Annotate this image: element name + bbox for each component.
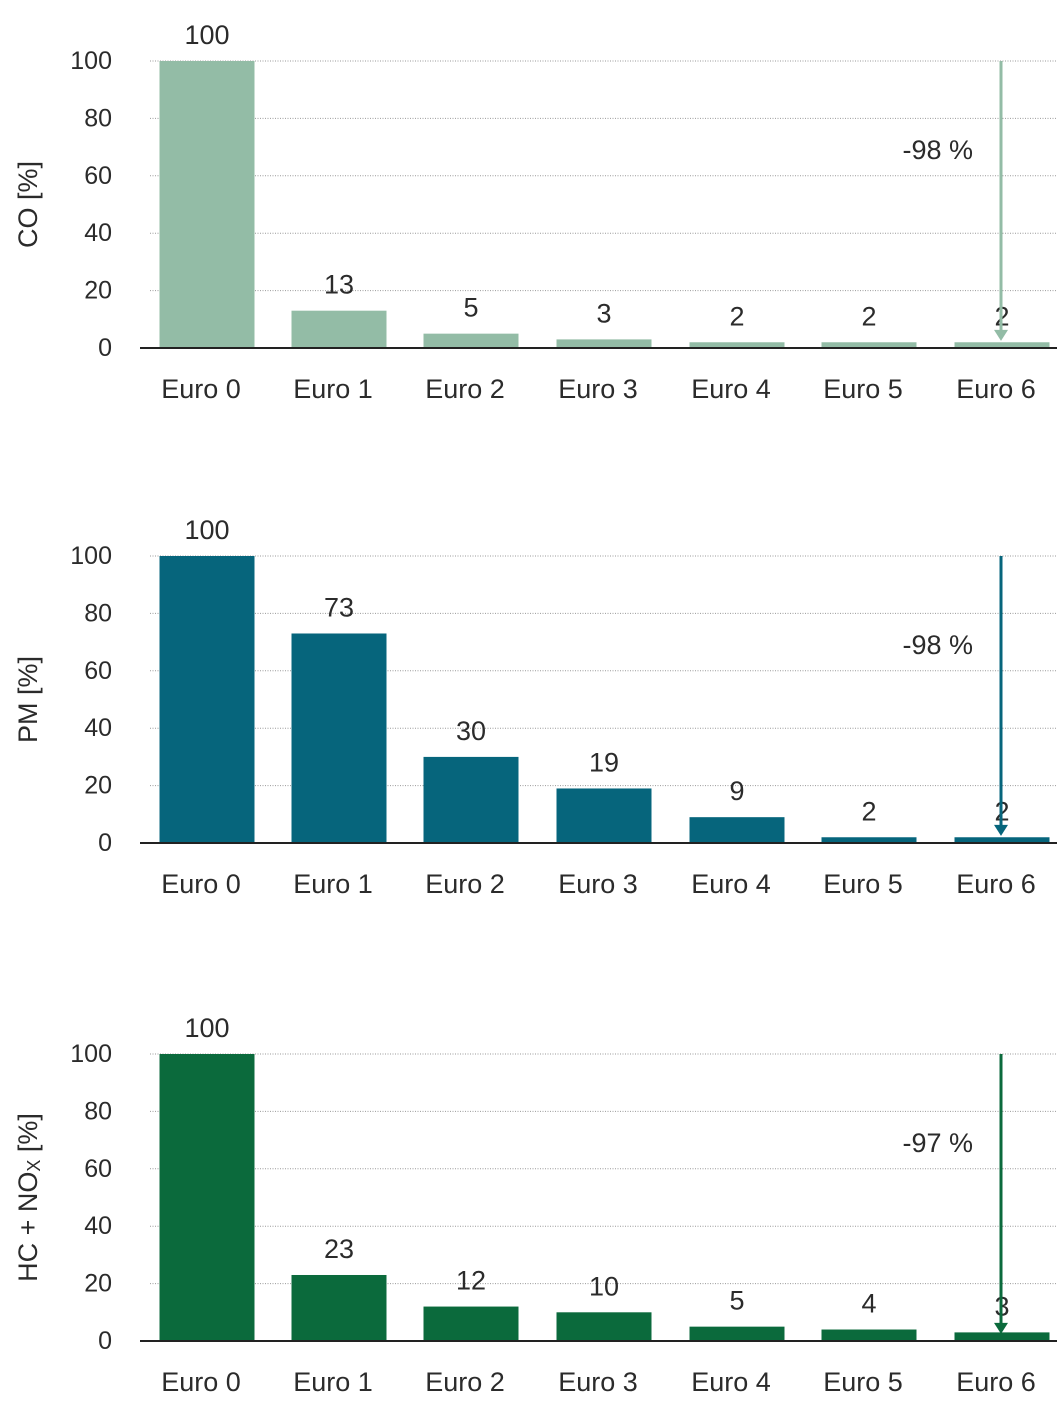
data-label: 100 bbox=[184, 1013, 229, 1043]
data-label: 100 bbox=[184, 515, 229, 545]
bar bbox=[821, 837, 917, 843]
y-axis-title: CO [%] bbox=[13, 161, 43, 248]
reduction-annotation: -98 % bbox=[902, 630, 973, 660]
data-label: 5 bbox=[729, 1286, 744, 1316]
x-tick-label: Euro 5 bbox=[823, 869, 903, 899]
y-axis-title-subscript: X bbox=[24, 1160, 44, 1172]
y-tick-label: 40 bbox=[84, 1212, 112, 1240]
x-tick-label: Euro 0 bbox=[161, 1367, 241, 1397]
bar bbox=[556, 339, 652, 348]
y-axis-title: HC + NOX [%] bbox=[13, 1113, 44, 1282]
bar bbox=[954, 342, 1050, 348]
data-label: 5 bbox=[463, 293, 478, 323]
y-tick-label: 20 bbox=[84, 1270, 112, 1298]
bar bbox=[821, 342, 917, 348]
chart-panel-1: 0 20 40 60 80 100 100 Euro 0 13 Euro 1 5 Euro 2 3 Eur… bbox=[13, 20, 1057, 404]
x-tick-label: Euro 5 bbox=[823, 1367, 903, 1397]
y-axis-title: PM [%] bbox=[13, 656, 43, 743]
y-tick-label: 0 bbox=[98, 334, 112, 362]
y-tick-label: 20 bbox=[84, 772, 112, 800]
x-tick-label: Euro 2 bbox=[425, 1367, 505, 1397]
y-tick-label: 100 bbox=[70, 47, 112, 75]
data-label: 3 bbox=[596, 298, 611, 328]
x-tick-label: Euro 0 bbox=[161, 869, 241, 899]
x-tick-label: Euro 2 bbox=[425, 869, 505, 899]
y-axis-title-main: CO [%] bbox=[13, 161, 43, 248]
data-label: 10 bbox=[589, 1271, 619, 1301]
x-tick-label: Euro 0 bbox=[161, 374, 241, 404]
data-label: 2 bbox=[729, 301, 744, 331]
reduction-arrowhead bbox=[994, 824, 1008, 836]
x-tick-label: Euro 2 bbox=[425, 374, 505, 404]
x-tick-label: Euro 5 bbox=[823, 374, 903, 404]
x-tick-label: Euro 6 bbox=[956, 1367, 1036, 1397]
y-tick-label: 0 bbox=[98, 1327, 112, 1355]
bar bbox=[159, 1054, 255, 1341]
bar bbox=[954, 837, 1050, 843]
y-tick-label: 60 bbox=[84, 162, 112, 190]
x-tick-label: Euro 3 bbox=[558, 1367, 638, 1397]
bar bbox=[689, 817, 785, 843]
bar bbox=[954, 1332, 1050, 1341]
bar bbox=[159, 61, 255, 348]
bar bbox=[423, 756, 519, 843]
bar bbox=[291, 1274, 387, 1341]
x-tick-label: Euro 1 bbox=[293, 374, 373, 404]
data-label: 2 bbox=[861, 796, 876, 826]
y-tick-label: 100 bbox=[70, 1040, 112, 1068]
bar bbox=[291, 633, 387, 843]
x-tick-label: Euro 1 bbox=[293, 869, 373, 899]
bar bbox=[821, 1329, 917, 1341]
y-axis-title-main: HC + NO bbox=[13, 1172, 43, 1282]
x-tick-label: Euro 4 bbox=[691, 869, 771, 899]
data-label: 9 bbox=[729, 776, 744, 806]
y-axis-title-main: PM [%] bbox=[13, 656, 43, 743]
bar bbox=[291, 310, 387, 348]
bar bbox=[689, 342, 785, 348]
chart-panel-3: 0 20 40 60 80 100 100 Euro 0 23 Euro 1 12 Euro 2 10 E… bbox=[13, 1013, 1057, 1397]
x-tick-label: Euro 6 bbox=[956, 374, 1036, 404]
bar bbox=[423, 333, 519, 348]
reduction-arrowhead bbox=[994, 1322, 1008, 1334]
bar bbox=[689, 1326, 785, 1341]
x-tick-label: Euro 1 bbox=[293, 1367, 373, 1397]
y-tick-label: 40 bbox=[84, 219, 112, 247]
y-tick-label: 80 bbox=[84, 104, 112, 132]
data-label: 19 bbox=[589, 747, 619, 777]
data-label: 30 bbox=[456, 716, 486, 746]
chart-panel-2: 0 20 40 60 80 100 100 Euro 0 73 Euro 1 30 Euro 2 19 E… bbox=[13, 515, 1057, 899]
x-tick-label: Euro 3 bbox=[558, 869, 638, 899]
data-label: 13 bbox=[324, 270, 354, 300]
y-axis-title-unit: [%] bbox=[13, 1113, 43, 1160]
y-tick-label: 40 bbox=[84, 714, 112, 742]
bar bbox=[556, 1312, 652, 1341]
y-tick-label: 80 bbox=[84, 599, 112, 627]
x-tick-label: Euro 6 bbox=[956, 869, 1036, 899]
x-tick-label: Euro 4 bbox=[691, 1367, 771, 1397]
reduction-annotation: -98 % bbox=[902, 135, 973, 165]
reduction-arrowhead bbox=[994, 329, 1008, 341]
y-tick-label: 60 bbox=[84, 1155, 112, 1183]
reduction-annotation: -97 % bbox=[902, 1128, 973, 1158]
bar bbox=[423, 1306, 519, 1341]
bar bbox=[556, 788, 652, 843]
data-label: 100 bbox=[184, 20, 229, 50]
bar bbox=[159, 556, 255, 843]
data-label: 4 bbox=[861, 1289, 876, 1319]
data-label: 12 bbox=[456, 1266, 486, 1296]
y-tick-label: 100 bbox=[70, 542, 112, 570]
y-tick-label: 20 bbox=[84, 277, 112, 305]
y-tick-label: 0 bbox=[98, 829, 112, 857]
data-label: 23 bbox=[324, 1234, 354, 1264]
y-tick-label: 80 bbox=[84, 1097, 112, 1125]
data-label: 73 bbox=[324, 592, 354, 622]
x-tick-label: Euro 4 bbox=[691, 374, 771, 404]
data-label: 2 bbox=[861, 301, 876, 331]
y-tick-label: 60 bbox=[84, 657, 112, 685]
x-tick-label: Euro 3 bbox=[558, 374, 638, 404]
